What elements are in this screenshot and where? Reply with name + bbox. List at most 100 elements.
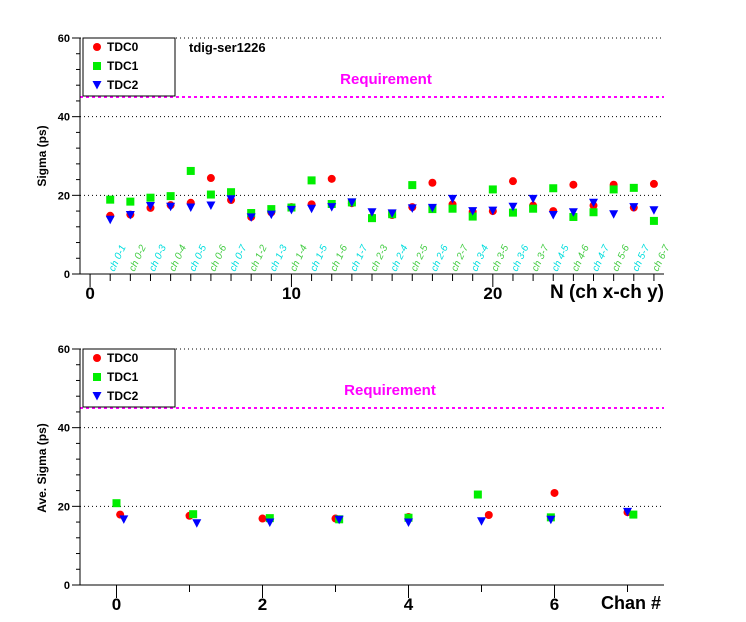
top-tdc1-point (126, 197, 135, 206)
top-tdc0-point (206, 174, 215, 183)
top-tdc2-point (488, 206, 498, 216)
bottom-legend-tdc0-marker (93, 354, 101, 362)
bottom-tdc2-point (119, 515, 129, 524)
channel-label: ch 3-6 (510, 243, 532, 273)
top-annotation: tdig-ser1226 (189, 40, 266, 55)
top-tdc2-point (145, 201, 155, 211)
top-tdc0-point (428, 178, 437, 187)
top-tdc2-point (286, 205, 296, 215)
top-tdc2-point (609, 210, 619, 219)
top-tdc1-point (609, 185, 618, 194)
top-tdc2-point (166, 202, 176, 212)
top-tdc1-point (206, 190, 215, 199)
top-y-tick-label: 40 (58, 112, 70, 124)
bottom-legend-tdc0-label: TDC0 (107, 351, 139, 365)
bottom-tdc1-point (404, 513, 413, 522)
channel-label: ch 2-3 (369, 243, 391, 273)
bottom-y-tick-label: 20 (58, 501, 70, 513)
bottom-legend: TDC0 TDC1 TDC2 (82, 348, 176, 408)
bottom-tdc1-point (629, 510, 638, 519)
bottom-x-axis-label: Chan # (601, 593, 661, 613)
top-tdc2-point (327, 203, 337, 212)
channel-label: ch 0-1 (107, 243, 129, 273)
top-tdc1-point (408, 181, 417, 190)
bottom-x-tick-label: 4 (404, 595, 414, 614)
top-legend-tdc1-label: TDC1 (107, 59, 139, 73)
top-tdc1-point (649, 216, 658, 225)
top-tdc0-point (569, 180, 578, 189)
top-tdc1-point (629, 183, 638, 192)
channel-label: ch 4-7 (590, 243, 612, 273)
top-legend-tdc0-label: TDC0 (107, 40, 139, 54)
bottom-grid (80, 348, 664, 507)
top-tdc1-point (227, 188, 236, 197)
top-tdc2-point (347, 198, 357, 207)
top-panel: ch 0-1ch 0-2ch 0-3ch 0-4ch 0-5ch 0-6ch 0… (35, 33, 673, 303)
channel-label: ch 1-2 (248, 243, 270, 273)
channel-label: ch 0-6 (208, 243, 230, 273)
bottom-tdc2-point (546, 515, 556, 525)
top-tdc2-point (448, 194, 458, 204)
top-tdc2-point (629, 203, 639, 212)
top-tdc2-point (186, 203, 196, 213)
bottom-tdc2-point (623, 507, 632, 517)
bottom-legend-tdc2-label: TDC2 (107, 389, 139, 403)
top-tdc2-point (508, 202, 518, 212)
top-tdc0-point (327, 174, 336, 183)
top-tdc1-point (146, 193, 155, 202)
top-tdc1-point (589, 208, 598, 217)
top-legend-tdc0-marker (93, 43, 101, 51)
bottom-tdc2-point (477, 517, 486, 526)
bottom-tdc0-point (550, 488, 559, 497)
bottom-tdc2-point (334, 515, 344, 525)
channel-label: ch 1-7 (349, 243, 371, 273)
top-requirement-label: Requirement (340, 71, 432, 88)
bottom-x-tick-label: 0 (112, 595, 121, 614)
channel-label: ch 4-6 (570, 243, 592, 273)
channel-label: ch 1-3 (268, 243, 290, 273)
top-tdc2-point (367, 208, 377, 217)
top-tdc2-point (266, 210, 276, 220)
bottom-tdc1-point (265, 514, 274, 523)
top-tdc2-point (589, 198, 599, 208)
bottom-tdc0-point (484, 510, 493, 519)
top-tdc1-point (307, 176, 316, 185)
top-legend-tdc2-marker (92, 81, 102, 90)
channel-label: ch 0-3 (147, 243, 169, 273)
bottom-legend-tdc1-label: TDC1 (107, 370, 139, 384)
top-tdc2-point (468, 207, 478, 216)
top-y-tick-label: 60 (58, 33, 70, 45)
top-tdc1-point (267, 205, 276, 214)
channel-label: ch 3-5 (490, 243, 512, 273)
bottom-tdc2-point (265, 518, 275, 527)
top-legend-tdc1-marker (93, 62, 101, 70)
top-tdc2-point (246, 213, 256, 222)
top-tdc2-point (125, 211, 135, 220)
channel-label: ch 1-6 (328, 243, 350, 273)
channel-label: ch 3-4 (469, 243, 491, 273)
top-axes: 0 10 20 0 20 40 60 (58, 33, 664, 303)
channel-label: ch 2-7 (449, 243, 471, 273)
top-tdc1-point (448, 204, 457, 213)
channel-label: ch 6-7 (651, 243, 673, 273)
top-y-tick-label: 0 (64, 269, 70, 281)
top-tdc1-point (508, 208, 517, 217)
top-tdc0-point (649, 179, 658, 188)
top-tdc2-point (548, 211, 558, 220)
top-legend: TDC0 TDC1 TDC2 (82, 37, 176, 97)
top-grid (80, 37, 664, 196)
top-tdc2-point (206, 201, 216, 211)
bottom-tdc1-point (189, 510, 198, 519)
channel-label: ch 2-4 (389, 243, 411, 273)
top-x-tick-label: 20 (483, 284, 502, 303)
top-tdc1-point (488, 185, 497, 194)
top-tdc1-point (247, 209, 256, 218)
top-tdc1-point (549, 184, 558, 193)
channel-label: ch 5-6 (610, 243, 632, 273)
top-x-axis-label: N (ch x-ch y) (550, 282, 664, 303)
channel-label: ch 1-5 (308, 243, 330, 273)
top-tdc1-point (186, 166, 195, 175)
channel-label: ch 0-2 (127, 243, 149, 273)
